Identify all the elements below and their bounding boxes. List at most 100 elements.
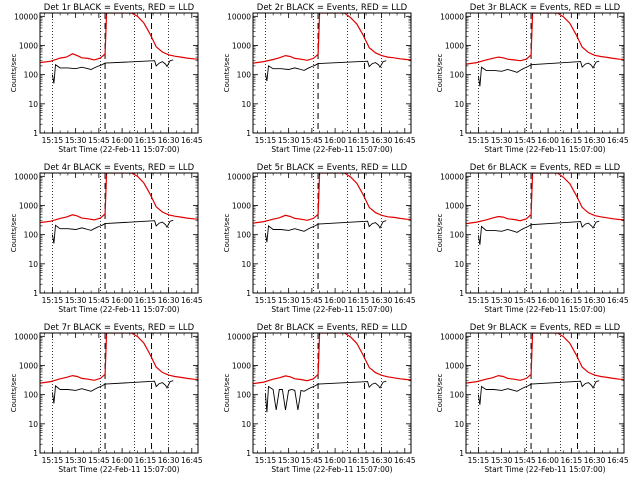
chart-panel-3: Det 3r BLACK = Events, RED = LLD 1 10 100 10… (436, 3, 629, 154)
events-series-line (477, 60, 600, 87)
y-tick-label: 100 (24, 391, 39, 400)
lld-series-line (40, 173, 198, 224)
y-tick-label: 1 (246, 289, 251, 298)
chart-panel-9: Det 9r BLACK = Events, RED = LLD 1 10 100 10… (436, 323, 629, 474)
x-axis-label: Start Time (22-Feb-11 15:07:00) (484, 145, 605, 154)
y-tick-label: 10 (454, 420, 464, 429)
x-tick-label: 15:15 (468, 456, 490, 465)
chart-title: Det 1r BLACK = Events, RED = LLD (44, 3, 195, 13)
y-axis-label: Counts/sec (10, 214, 18, 253)
events-series-line (51, 59, 174, 84)
x-tick-label: 16:15 (561, 296, 583, 305)
y-tick-label: 1000 (19, 201, 38, 210)
x-axis-label: Start Time (22-Feb-11 15:07:00) (58, 305, 179, 314)
y-tick-label: 10 (28, 420, 38, 429)
x-tick-label: 16:00 (537, 136, 559, 145)
events-series-line (264, 60, 387, 82)
x-tick-label: 15:15 (468, 136, 490, 145)
x-tick-label: 16:00 (537, 296, 559, 305)
x-tick-label: 16:15 (561, 136, 583, 145)
events-series-line (264, 380, 387, 413)
chart-title: Det 7r BLACK = Events, RED = LLD (44, 323, 195, 333)
y-axis-label: Counts/sec (10, 54, 18, 93)
x-tick-label: 16:15 (135, 296, 157, 305)
x-tick-label: 15:15 (42, 296, 64, 305)
events-series-line (51, 219, 174, 244)
chart-title: Det 4r BLACK = Events, RED = LLD (44, 163, 195, 173)
y-tick-label: 1000 (232, 361, 251, 370)
x-tick-label: 16:30 (584, 296, 606, 305)
lld-series-line (40, 333, 198, 384)
x-tick-label: 15:30 (278, 136, 300, 145)
y-axis-label: Counts/sec (223, 54, 231, 93)
x-tick-label: 15:30 (491, 136, 513, 145)
y-tick-label: 1 (459, 129, 464, 138)
y-tick-label: 100 (237, 71, 252, 80)
y-axis-label: Counts/sec (223, 374, 231, 413)
y-tick-label: 1000 (445, 41, 464, 50)
x-tick-label: 15:45 (301, 136, 323, 145)
y-tick-label: 100 (450, 71, 465, 80)
x-tick-label: 16:00 (537, 456, 559, 465)
plot-frame (252, 332, 412, 454)
x-tick-label: 16:15 (348, 296, 370, 305)
x-tick-label: 16:45 (181, 456, 203, 465)
lld-series-line (466, 333, 624, 384)
lld-series-line (253, 13, 411, 64)
y-tick-label: 1 (33, 289, 38, 298)
y-axis-label: Counts/sec (223, 214, 231, 253)
x-tick-label: 15:15 (255, 136, 277, 145)
x-tick-label: 15:15 (42, 136, 64, 145)
y-tick-label: 1 (459, 449, 464, 458)
events-series-line (264, 220, 387, 243)
y-tick-label: 10 (454, 100, 464, 109)
x-tick-label: 16:45 (181, 296, 203, 305)
x-tick-label: 16:00 (111, 296, 133, 305)
x-tick-label: 15:30 (491, 296, 513, 305)
plot-frame (252, 172, 412, 294)
x-tick-label: 15:45 (514, 456, 536, 465)
lld-series-line (466, 173, 624, 225)
y-tick-label: 1000 (445, 201, 464, 210)
y-tick-label: 10000 (14, 332, 38, 341)
y-tick-label: 10000 (227, 172, 251, 181)
x-tick-label: 16:30 (371, 296, 393, 305)
x-tick-label: 16:15 (348, 136, 370, 145)
chart-title: Det 3r BLACK = Events, RED = LLD (470, 3, 621, 13)
chart-title: Det 9r BLACK = Events, RED = LLD (470, 323, 621, 333)
chart-panel-5: Det 5r BLACK = Events, RED = LLD 1 10 100 10… (223, 163, 416, 314)
y-tick-label: 1000 (232, 201, 251, 210)
y-axis-label: Counts/sec (436, 374, 444, 413)
x-tick-label: 15:45 (88, 136, 110, 145)
x-tick-label: 15:45 (88, 456, 110, 465)
y-tick-label: 10000 (14, 12, 38, 21)
y-tick-label: 1000 (232, 41, 251, 50)
y-tick-label: 10000 (227, 12, 251, 21)
y-tick-label: 100 (450, 391, 465, 400)
y-tick-label: 10 (241, 100, 251, 109)
x-tick-label: 16:30 (158, 136, 180, 145)
events-series-line (51, 380, 174, 404)
y-tick-label: 100 (450, 231, 465, 240)
y-tick-label: 1 (246, 129, 251, 138)
x-tick-label: 15:45 (514, 296, 536, 305)
y-tick-label: 100 (24, 71, 39, 80)
y-tick-label: 10000 (14, 172, 38, 181)
x-tick-label: 16:30 (371, 136, 393, 145)
x-tick-label: 15:45 (301, 456, 323, 465)
x-tick-label: 16:45 (394, 136, 416, 145)
y-tick-label: 1 (33, 129, 38, 138)
y-tick-label: 10 (241, 420, 251, 429)
events-series-line (477, 220, 600, 245)
chart-title: Det 6r BLACK = Events, RED = LLD (470, 163, 621, 173)
x-tick-label: 16:00 (111, 136, 133, 145)
x-tick-label: 16:30 (158, 296, 180, 305)
y-tick-label: 1 (459, 289, 464, 298)
chart-title: Det 8r BLACK = Events, RED = LLD (257, 323, 408, 333)
plot-frame (39, 12, 199, 134)
x-tick-label: 16:45 (181, 136, 203, 145)
plot-frame (465, 172, 625, 294)
x-tick-label: 16:30 (371, 456, 393, 465)
x-tick-label: 16:45 (394, 296, 416, 305)
